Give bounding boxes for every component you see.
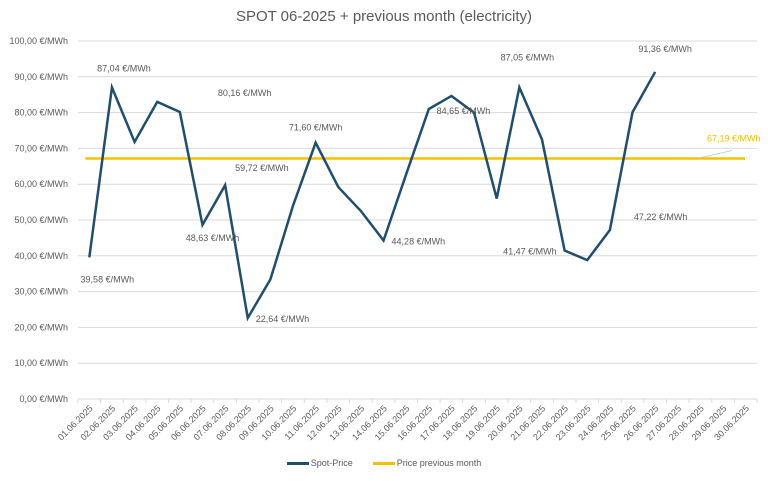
y-tick-label: 0,00 €/MWh [19, 394, 68, 404]
spot-price-data-label: 22,64 €/MWh [256, 314, 310, 324]
spot-price-data-label: 91,36 €/MWh [638, 44, 692, 54]
legend-label-previous-month: Price previous month [396, 458, 482, 468]
y-tick-label: 40,00 €/MWh [14, 251, 68, 261]
y-tick-label: 80,00 €/MWh [14, 108, 68, 118]
legend-label-spot-price: Spot-Price [310, 458, 353, 468]
legend-swatch-spot-price [286, 461, 309, 465]
legend: Spot-Price Price previous month [0, 458, 768, 468]
spot-price-line [88, 71, 657, 322]
spot-price-data-label: 59,72 €/MWh [235, 163, 289, 173]
y-tick-label: 10,00 €/MWh [14, 358, 68, 368]
spot-price-data-label: 84,65 €/MWh [437, 106, 491, 116]
spot-price-data-label: 48,63 €/MWh [186, 233, 240, 243]
spot-price-data-label: 44,28 €/MWh [392, 236, 446, 246]
y-tick-label: 50,00 €/MWh [14, 215, 68, 225]
y-tick-label: 60,00 €/MWh [14, 179, 68, 189]
y-tick-label: 20,00 €/MWh [14, 322, 68, 332]
y-tick-label: 90,00 €/MWh [14, 72, 68, 82]
spot-price-data-label: 47,22 €/MWh [634, 212, 688, 222]
spot-price-data-label: 41,47 €/MWh [503, 247, 557, 257]
chart-title: SPOT 06-2025 + previous month (electrici… [235, 8, 533, 25]
previous-month-data-label: 67,19 €/MWh [707, 133, 761, 143]
legend-item-spot-price: Spot-Price [286, 458, 353, 468]
spot-price-data-label: 87,04 €/MWh [97, 63, 151, 73]
y-tick-label: 100,00 €/MWh [9, 36, 68, 46]
y-tick-label: 70,00 €/MWh [14, 143, 68, 153]
y-tick-label: 30,00 €/MWh [14, 287, 68, 297]
spot-price-data-label: 80,16 €/MWh [218, 88, 272, 98]
legend-item-previous-month: Price previous month [372, 458, 482, 468]
data-label-leader [696, 150, 733, 159]
legend-swatch-previous-month [372, 461, 395, 465]
spot-price-data-label: 39,58 €/MWh [81, 274, 135, 284]
spot-price-data-label: 87,05 €/MWh [501, 52, 555, 62]
spot-price-data-label: 71,60 €/MWh [289, 123, 343, 133]
